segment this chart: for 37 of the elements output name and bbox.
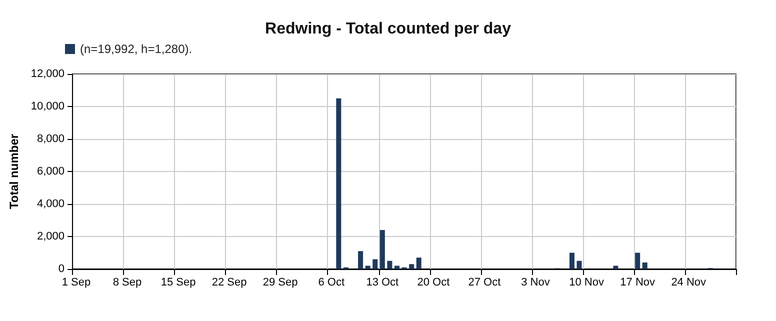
- x-tick-label: 6 Oct: [318, 276, 345, 288]
- y-axis-title: Total number: [7, 134, 21, 210]
- bar: [569, 252, 574, 269]
- y-tick-label: 6,000: [37, 166, 65, 178]
- x-tick-label: 24 Nov: [671, 276, 707, 288]
- bar: [394, 266, 400, 269]
- bar: [358, 251, 364, 269]
- x-tick-label: 13 Oct: [366, 276, 399, 288]
- bar: [409, 264, 414, 269]
- x-tick-label: 10 Nov: [569, 276, 604, 288]
- x-tick-label: 29 Sep: [262, 276, 298, 288]
- x-tick-label: 15 Sep: [160, 276, 196, 288]
- bar: [613, 266, 618, 269]
- x-tick-label: 1 Sep: [62, 276, 91, 288]
- bar: [416, 258, 422, 269]
- bar: [576, 260, 582, 269]
- x-tick-label: 27 Oct: [468, 276, 501, 288]
- bar: [380, 230, 385, 269]
- bar: [387, 260, 392, 269]
- bar: [336, 98, 342, 269]
- legend-label: (n=19,992, h=1,280).: [80, 42, 192, 56]
- y-tick-label: 12,000: [30, 68, 65, 80]
- y-tick-label: 2,000: [37, 230, 65, 242]
- x-tick-label: 22 Sep: [212, 276, 247, 288]
- y-tick-label: 0: [58, 263, 65, 275]
- chart-title: Redwing - Total counted per day: [265, 20, 512, 38]
- bar: [365, 266, 370, 269]
- x-tick-label: 17 Nov: [620, 276, 656, 288]
- bar: [635, 252, 640, 269]
- y-tick-label: 8,000: [37, 133, 65, 145]
- y-tick-label: 10,000: [30, 100, 65, 112]
- bar: [642, 262, 648, 269]
- x-tick-label: 20 Oct: [417, 276, 450, 288]
- y-tick-label: 4,000: [37, 198, 65, 210]
- x-tick-label: 8 Sep: [112, 276, 142, 288]
- x-tick-label: 3 Nov: [521, 276, 550, 288]
- bar: [372, 259, 378, 269]
